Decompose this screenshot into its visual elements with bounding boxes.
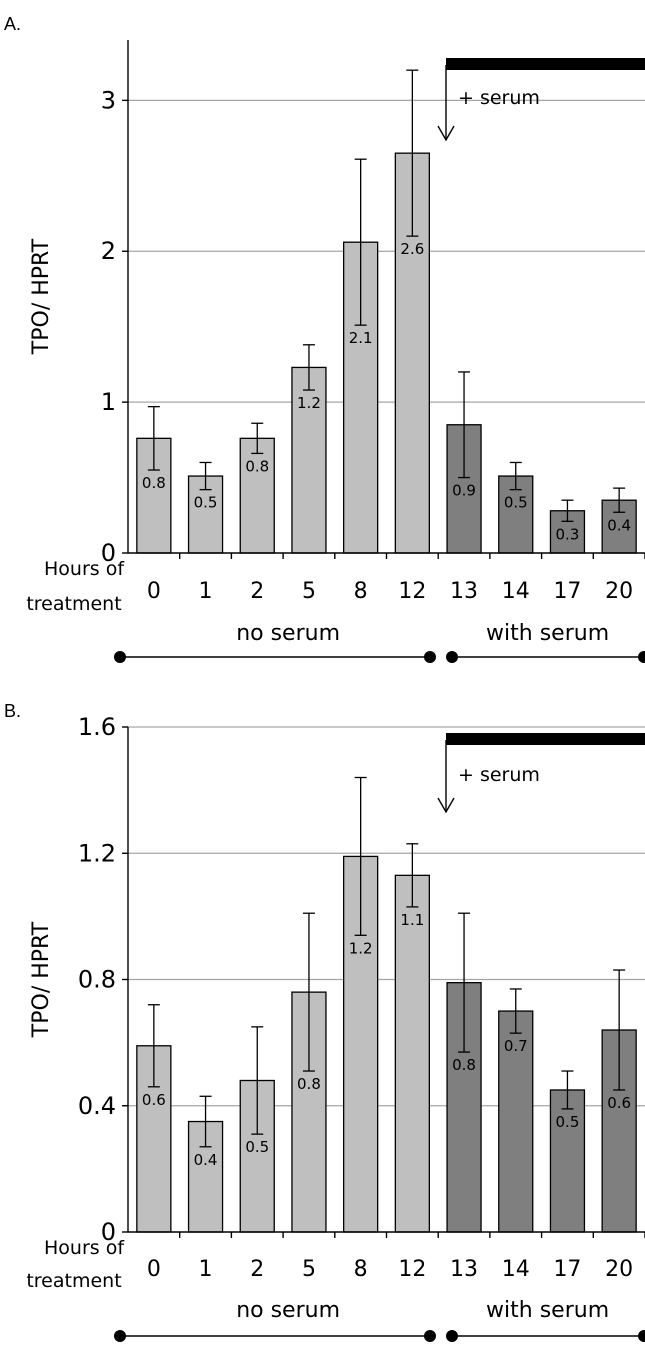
x-tick-label: 13 — [450, 1257, 478, 1282]
serum-arrow-head — [437, 125, 455, 142]
y-tick-label: 0.8 — [78, 966, 116, 994]
x-tick-label: 8 — [354, 1257, 368, 1282]
data-label: 0.5 — [245, 1138, 269, 1156]
x-axis-label-line2: treatment — [26, 593, 121, 615]
timeline-dot — [638, 1330, 645, 1342]
data-label: 0.6 — [142, 1091, 166, 1109]
data-label: 0.5 — [504, 494, 528, 512]
x-tick-label: 1 — [199, 1257, 213, 1282]
timeline-dot — [446, 651, 458, 663]
x-tick-label: 2 — [250, 1257, 264, 1282]
timeline-dot — [114, 1330, 126, 1342]
data-label: 0.3 — [556, 525, 580, 543]
x-tick-label: 14 — [502, 1257, 530, 1282]
x-tick-label: 1 — [199, 579, 213, 604]
timeline-dot — [424, 651, 436, 663]
x-tick-label: 5 — [302, 579, 316, 604]
x-tick-label: 14 — [502, 579, 530, 604]
timeline-dot — [114, 651, 126, 663]
serum-period-bar — [446, 58, 645, 70]
data-label: 0.9 — [452, 482, 476, 500]
group-label-with-serum: with serum — [486, 1298, 609, 1323]
y-tick-label: 0.4 — [78, 1092, 116, 1120]
panel-label: B. — [4, 701, 21, 721]
data-label: 0.8 — [142, 474, 166, 492]
data-label: 1.2 — [349, 939, 373, 957]
y-tick-label: 0 — [101, 1218, 116, 1246]
bar — [394, 874, 431, 1233]
bar — [498, 1010, 534, 1233]
group-label-no-serum: no serum — [236, 621, 340, 646]
data-label: 0.8 — [297, 1075, 321, 1093]
data-label: 2.1 — [349, 329, 373, 347]
bar — [239, 437, 275, 554]
data-label: 0.5 — [556, 1113, 580, 1131]
x-tick-label: 20 — [605, 579, 633, 604]
data-label: 0.7 — [504, 1037, 528, 1055]
y-tick-label: 1.2 — [78, 839, 116, 867]
group-label-no-serum: no serum — [236, 1298, 340, 1323]
y-axis-label: TPO/ HPRT — [29, 238, 54, 355]
timeline-dot — [638, 651, 645, 663]
x-tick-label: 13 — [450, 579, 478, 604]
x-axis-label-line1: Hours of — [44, 1237, 125, 1259]
y-tick-label: 0 — [101, 539, 116, 567]
panel-label: A. — [4, 14, 21, 34]
x-tick-label: 17 — [553, 1257, 581, 1282]
x-tick-label: 20 — [605, 1257, 633, 1282]
y-tick-label: 1 — [101, 388, 116, 416]
x-tick-label: 8 — [354, 579, 368, 604]
x-tick-label: 2 — [250, 579, 264, 604]
x-tick-label: 5 — [302, 1257, 316, 1282]
serum-period-bar — [446, 733, 645, 745]
x-tick-label: 0 — [147, 1257, 161, 1282]
x-tick-label: 12 — [398, 579, 426, 604]
y-tick-label: 2 — [101, 237, 116, 265]
data-label: 1.1 — [400, 911, 424, 929]
serum-arrow-head — [437, 797, 455, 814]
timeline-dot — [424, 1330, 436, 1342]
data-label: 0.8 — [452, 1056, 476, 1074]
data-label: 0.6 — [607, 1094, 631, 1112]
serum-annotation: + serum — [458, 87, 540, 109]
bar — [549, 1089, 586, 1233]
x-axis-label-line1: Hours of — [44, 558, 125, 580]
x-axis-label-line2: treatment — [26, 1270, 121, 1292]
serum-annotation: + serum — [458, 764, 540, 786]
data-label: 0.8 — [245, 457, 269, 475]
data-label: 0.4 — [194, 1151, 218, 1169]
x-tick-label: 12 — [398, 1257, 426, 1282]
data-label: 1.2 — [297, 394, 321, 412]
data-label: 0.5 — [194, 494, 218, 512]
x-tick-label: 0 — [147, 579, 161, 604]
data-label: 2.6 — [400, 240, 424, 258]
y-tick-label: 3 — [101, 86, 116, 114]
y-axis-label: TPO/ HPRT — [29, 921, 54, 1038]
timeline-dot — [446, 1330, 458, 1342]
group-label-with-serum: with serum — [486, 621, 609, 646]
data-label: 0.4 — [607, 516, 631, 534]
y-tick-label: 1.6 — [78, 713, 116, 741]
chart-panel-b: B. 0 0.4 0.8 1.2 1.6 TPO/ HPRT 0.6 0 0.4 1 0.5 2 0.8 5… — [4, 701, 645, 1342]
x-tick-label: 17 — [553, 579, 581, 604]
